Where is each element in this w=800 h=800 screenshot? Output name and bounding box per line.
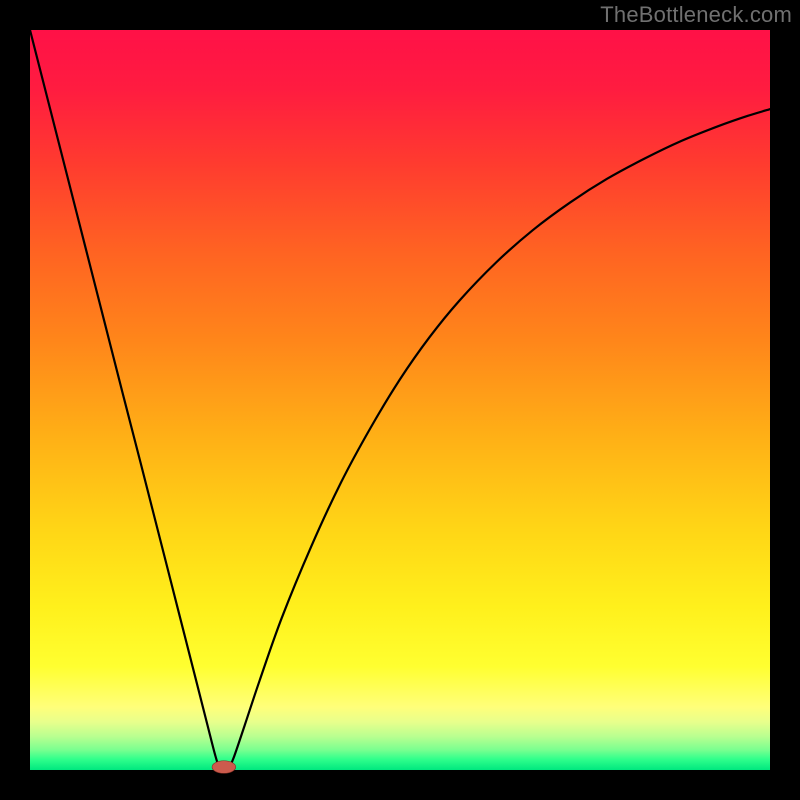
- plot-background-gradient: [30, 30, 770, 770]
- bottleneck-chart-svg: [0, 0, 800, 800]
- bottleneck-chart-container: TheBottleneck.com: [0, 0, 800, 800]
- optimal-point-marker: [212, 761, 236, 774]
- watermark-text: TheBottleneck.com: [600, 2, 792, 28]
